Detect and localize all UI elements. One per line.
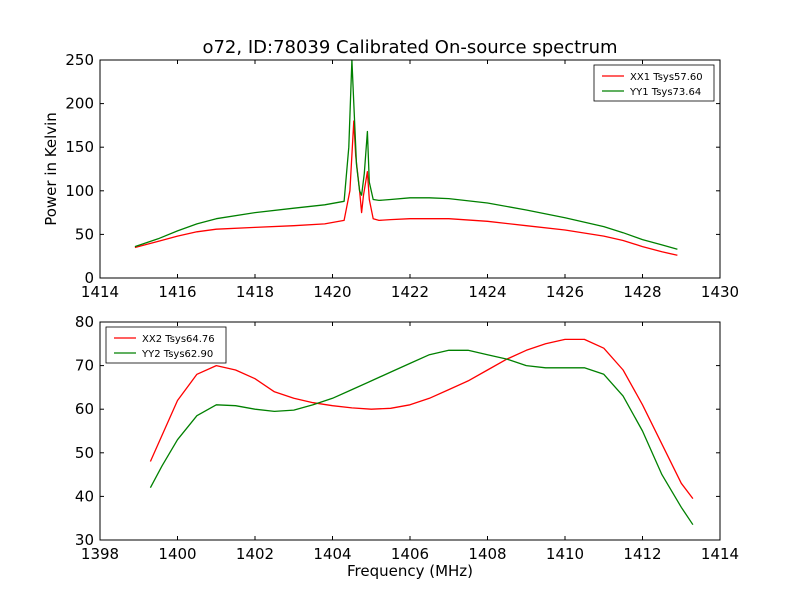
chart-title: o72, ID:78039 Calibrated On-source spect… — [202, 37, 617, 58]
y-tick-label: 100 — [65, 182, 94, 200]
series-line-2-2 — [149, 349, 694, 526]
x-tick-label: 1402 — [236, 545, 274, 563]
series-line-1-1 — [134, 120, 678, 256]
y-tick-label: 50 — [75, 225, 94, 243]
series-line-2-1 — [149, 338, 694, 499]
x-tick-label: 1428 — [623, 283, 661, 301]
x-tick-label: 1408 — [468, 545, 506, 563]
legend-label: XX2 Tsys64.76 — [142, 334, 215, 345]
x-axis-label: Frequency (MHz) — [347, 562, 473, 580]
x-tick-label: 1414 — [701, 545, 739, 563]
legend-box — [593, 64, 715, 102]
x-tick-label: 1406 — [391, 545, 429, 563]
y-tick-label: 80 — [75, 313, 94, 331]
legend-label: XX1 Tsys57.60 — [630, 72, 703, 83]
series-line-1-2 — [134, 59, 678, 250]
legend-label: YY1 Tsys73.64 — [629, 87, 701, 98]
top-panel: 1414 1416 1418 1420 1422 1424 1426 1428 1430 0 50 1… — [42, 51, 739, 301]
x-tick-label: 1412 — [623, 545, 661, 563]
legend: XX1 Tsys57.60 YY1 Tsys73.64 — [593, 64, 715, 102]
y-tick-label: 200 — [65, 95, 94, 113]
x-tick-label: 1422 — [391, 283, 429, 301]
x-tick-label: 1414 — [81, 283, 119, 301]
x-tick-label: 1430 — [701, 283, 739, 301]
x-tick-label: 1398 — [81, 545, 119, 563]
x-tick-label: 1416 — [158, 283, 196, 301]
x-tick-label: 1418 — [236, 283, 274, 301]
legend: XX2 Tsys64.76 YY2 Tsys62.90 — [105, 326, 227, 364]
y-tick-label: 0 — [84, 269, 94, 287]
y-tick-label: 60 — [75, 400, 94, 418]
legend-box — [105, 326, 227, 364]
bottom-panel: 1398 1400 1402 1404 1406 1408 1410 1412 1414 30 40… — [75, 313, 739, 580]
y-tick-label: 250 — [65, 51, 94, 69]
x-tick-label: 1426 — [546, 283, 584, 301]
y-tick-label: 30 — [75, 531, 94, 549]
x-tick-label: 1420 — [313, 283, 351, 301]
y-axis-label: Power in Kelvin — [42, 112, 60, 226]
y-tick-label: 40 — [75, 487, 94, 505]
x-tick-label: 1404 — [313, 545, 351, 563]
legend-label: YY2 Tsys62.90 — [141, 349, 213, 360]
y-tick-label: 70 — [75, 357, 94, 375]
y-tick-label: 50 — [75, 444, 94, 462]
x-tick-label: 1410 — [546, 545, 584, 563]
y-tick-label: 150 — [65, 138, 94, 156]
x-tick-label: 1424 — [468, 283, 506, 301]
x-tick-label: 1400 — [158, 545, 196, 563]
